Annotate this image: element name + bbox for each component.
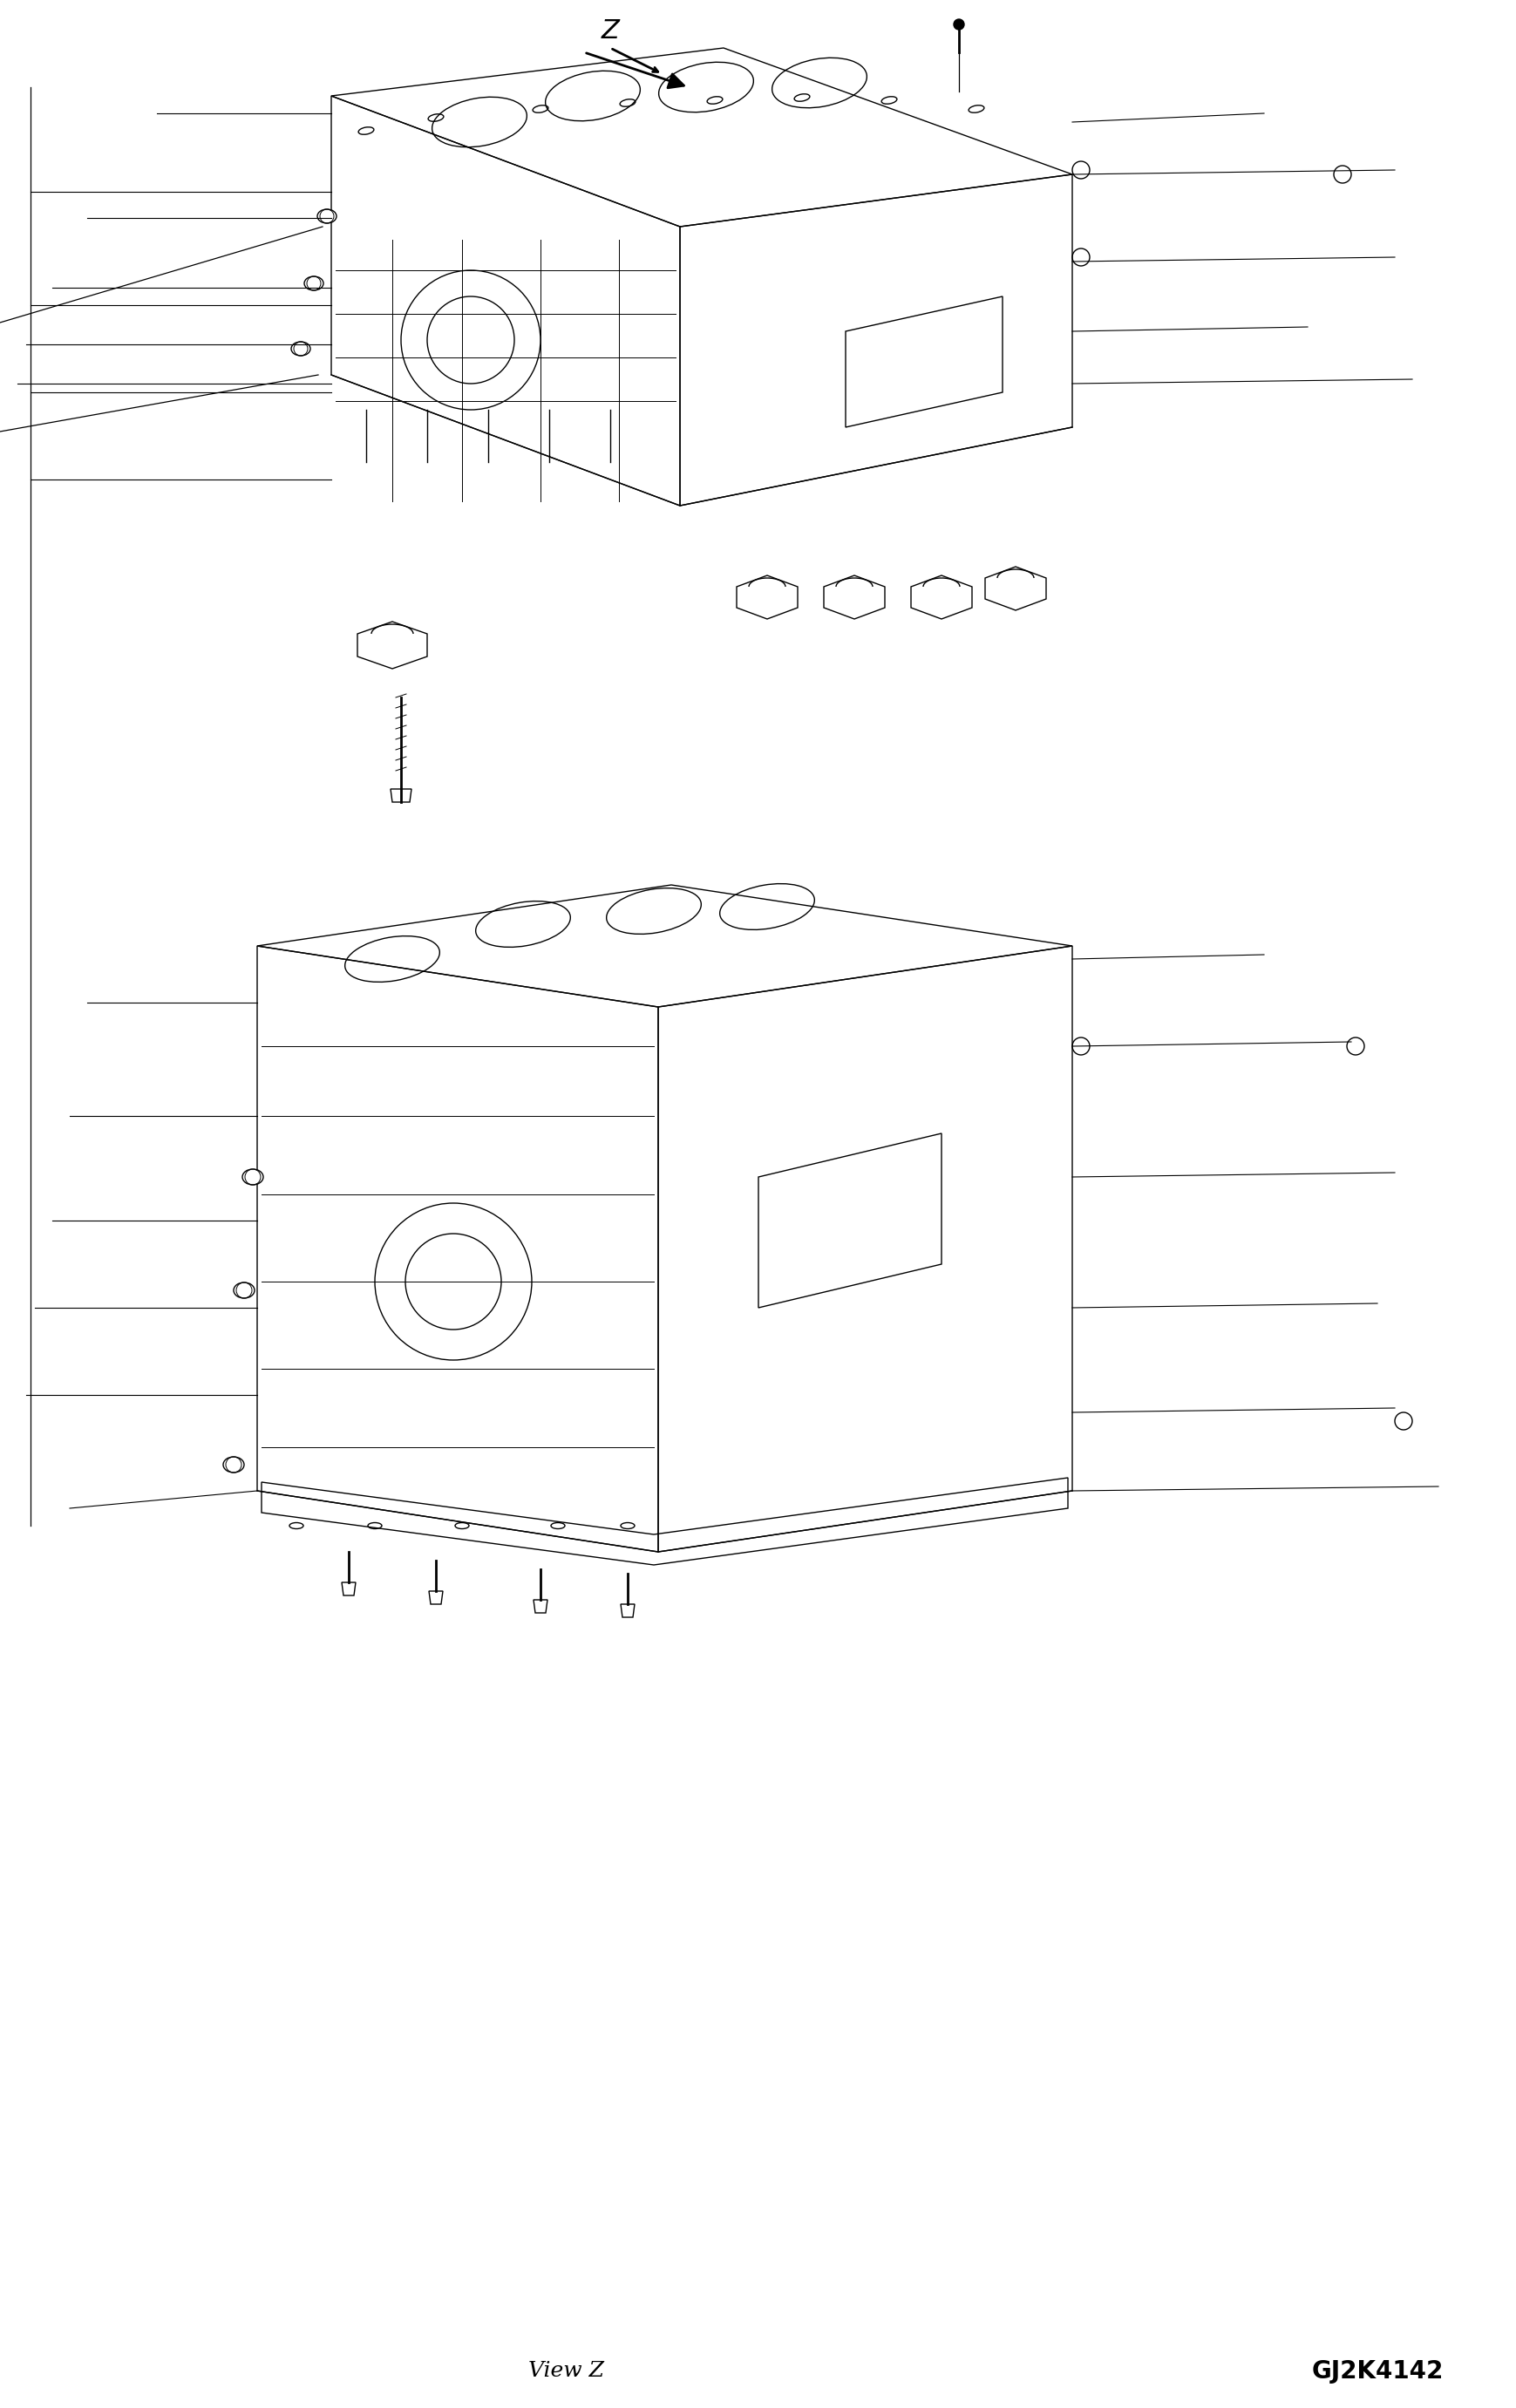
- Ellipse shape: [317, 209, 337, 224]
- Ellipse shape: [305, 277, 323, 291]
- Ellipse shape: [243, 1170, 264, 1185]
- Text: View Z: View Z: [529, 2362, 605, 2382]
- Text: Z: Z: [602, 17, 620, 43]
- Ellipse shape: [291, 342, 311, 356]
- Circle shape: [954, 19, 964, 29]
- Ellipse shape: [233, 1283, 255, 1298]
- Ellipse shape: [223, 1457, 244, 1474]
- Text: GJ2K4142: GJ2K4142: [1311, 2360, 1443, 2384]
